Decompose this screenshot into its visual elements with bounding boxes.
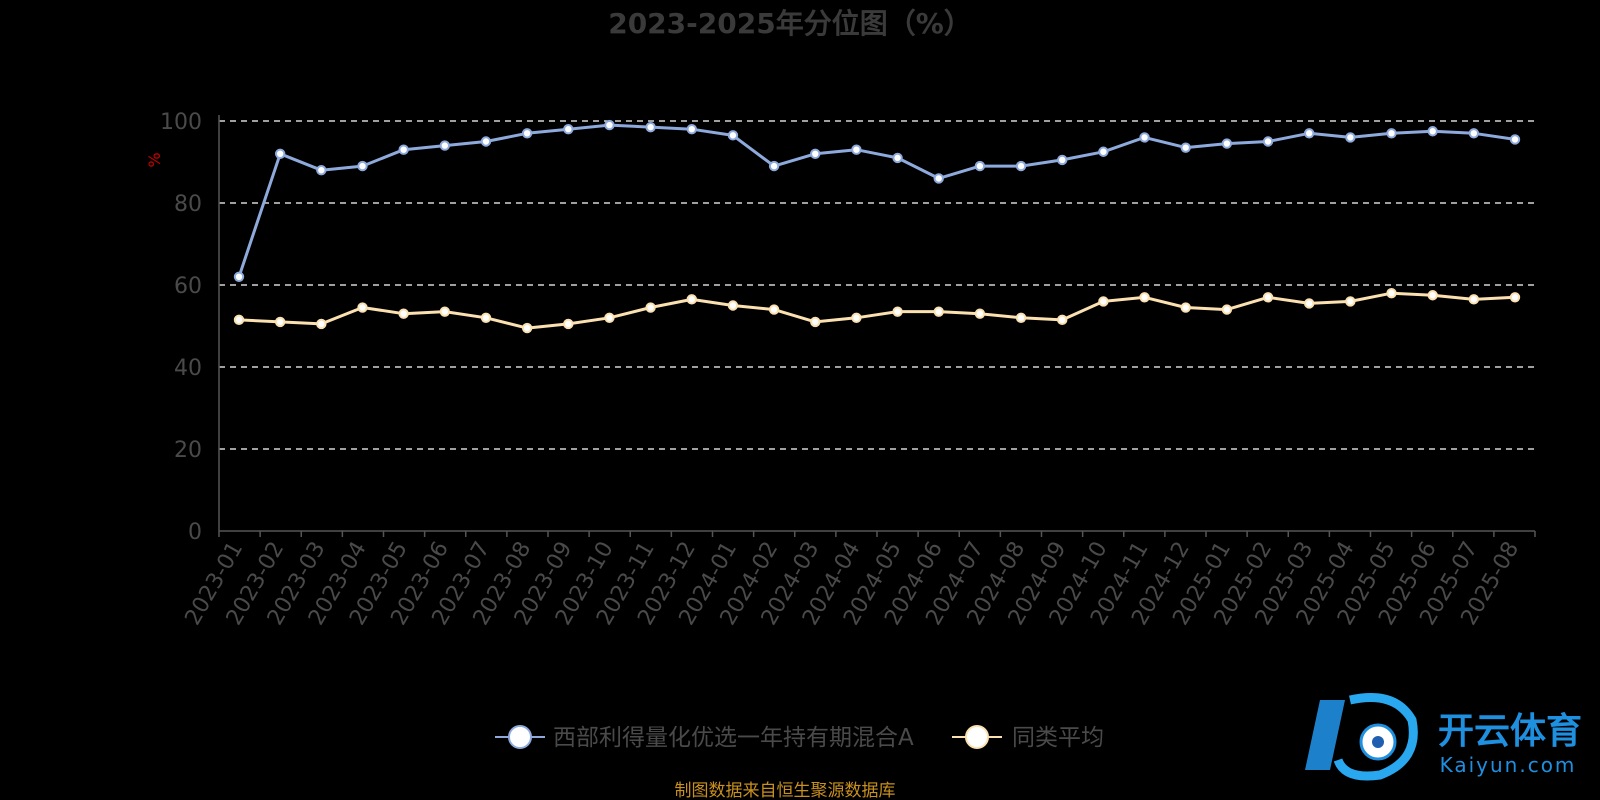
series-2-point[interactable] <box>1262 292 1274 303</box>
series-2-point[interactable] <box>480 312 492 323</box>
series-1-point[interactable] <box>768 160 780 172</box>
legend-item-1[interactable]: 西部利得量化优选一年持有期混合A <box>495 725 914 751</box>
legend-label: 西部利得量化优选一年持有期混合A <box>553 725 914 751</box>
series-2-point[interactable] <box>521 322 533 334</box>
series-2-point[interactable] <box>316 318 327 330</box>
series-1-point[interactable] <box>480 136 492 147</box>
series-2-point[interactable] <box>398 308 409 319</box>
series-2-point[interactable] <box>892 306 903 317</box>
watermark-logo: 开云体育 Kaiyun.com <box>1305 693 1582 781</box>
series-line-2 <box>238 291 1516 330</box>
series-2-point[interactable] <box>1057 314 1068 326</box>
series-1-point[interactable] <box>1468 128 1480 139</box>
series-2-point[interactable] <box>1098 296 1109 307</box>
watermark-domain: Kaiyun.com <box>1440 753 1577 777</box>
series-1-point[interactable] <box>1345 132 1356 143</box>
series-2-point[interactable] <box>1139 292 1150 303</box>
series-layer <box>233 119 1521 334</box>
y-tick-label: 80 <box>174 192 202 217</box>
series-1-point[interactable] <box>645 121 656 133</box>
legend-label: 同类平均 <box>1012 725 1104 751</box>
series-2-point[interactable] <box>1345 296 1356 307</box>
series-2-point[interactable] <box>974 308 986 319</box>
series-1-point[interactable] <box>892 152 903 164</box>
series-1-point[interactable] <box>357 160 368 172</box>
series-2-point[interactable] <box>439 306 451 317</box>
series-1-point[interactable] <box>1509 134 1521 145</box>
series-2-point[interactable] <box>357 302 368 313</box>
series-1-point[interactable] <box>521 128 533 139</box>
source-note: 制图数据来自恒生聚源数据库 <box>675 781 896 800</box>
series-2-point[interactable] <box>1468 294 1480 305</box>
grid-lines <box>219 120 1535 450</box>
series-1-point[interactable] <box>604 119 615 131</box>
watermark-brand: 开云体育 <box>1438 711 1582 752</box>
series-1-point[interactable] <box>1098 146 1109 157</box>
series-1-point[interactable] <box>810 148 821 160</box>
series-2-point[interactable] <box>1509 292 1521 303</box>
series-2-point[interactable] <box>1427 290 1438 301</box>
series-1-point[interactable] <box>933 173 944 184</box>
series-2-point[interactable] <box>233 314 245 326</box>
series-1-point[interactable] <box>1015 160 1027 172</box>
axes: 0204060801002023-012023-022023-032023-04… <box>160 110 1536 630</box>
y-tick-label: 100 <box>160 110 202 135</box>
series-2-point[interactable] <box>727 300 739 311</box>
legend[interactable]: 西部利得量化优选一年持有期混合A 同类平均 <box>495 725 1104 751</box>
series-1-point[interactable] <box>439 140 451 151</box>
chart-title: 2023-2025年分位图（%） <box>608 7 972 40</box>
series-2-point[interactable] <box>686 294 697 305</box>
series-1-point[interactable] <box>233 271 245 282</box>
series-1-point[interactable] <box>974 160 986 172</box>
series-2-point[interactable] <box>1303 298 1315 309</box>
series-2-point[interactable] <box>274 316 286 328</box>
series-2-point[interactable] <box>645 302 656 313</box>
series-1-point[interactable] <box>1221 138 1233 149</box>
series-2-point[interactable] <box>604 312 615 323</box>
series-1-point[interactable] <box>1057 154 1068 166</box>
series-1-point[interactable] <box>1139 132 1150 143</box>
series-2-point[interactable] <box>1221 304 1233 315</box>
series-1-point[interactable] <box>1180 142 1191 153</box>
legend-marker <box>965 725 989 749</box>
series-1-point[interactable] <box>563 124 574 135</box>
series-1-point[interactable] <box>1303 128 1315 139</box>
series-2-point[interactable] <box>1180 302 1191 313</box>
series-1-point[interactable] <box>1427 126 1438 137</box>
series-2-point[interactable] <box>563 318 574 330</box>
series-2-point[interactable] <box>768 304 780 315</box>
series-1-point[interactable] <box>851 144 862 155</box>
series-2-point[interactable] <box>810 316 821 328</box>
series-2-point[interactable] <box>851 312 862 323</box>
series-2-point[interactable] <box>933 306 944 317</box>
series-1-point[interactable] <box>398 144 409 155</box>
series-1-point[interactable] <box>274 148 286 160</box>
y-tick-label: 0 <box>188 520 202 545</box>
series-1-point[interactable] <box>316 165 327 176</box>
y-axis-label: % <box>145 152 164 167</box>
y-tick-label: 40 <box>174 356 202 381</box>
y-tick-label: 20 <box>174 438 202 463</box>
series-1-point[interactable] <box>686 124 697 135</box>
series-line-1 <box>237 123 1516 278</box>
series-1-point[interactable] <box>727 130 739 141</box>
y-tick-label: 60 <box>174 274 202 299</box>
series-1-point[interactable] <box>1386 128 1397 139</box>
series-2-point[interactable] <box>1386 288 1397 299</box>
series-1-point[interactable] <box>1262 136 1274 147</box>
legend-marker <box>508 725 532 749</box>
series-2-point[interactable] <box>1015 312 1027 323</box>
legend-item-2[interactable]: 同类平均 <box>952 725 1104 751</box>
